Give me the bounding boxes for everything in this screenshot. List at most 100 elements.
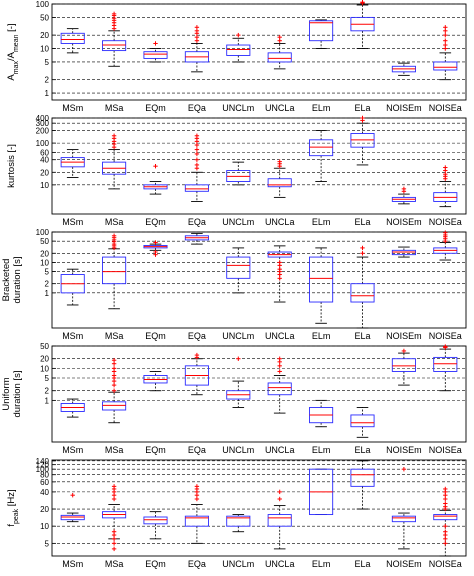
box-NOISEm bbox=[391, 246, 416, 258]
box-UNCLm bbox=[226, 356, 251, 408]
outlier-marker bbox=[360, 245, 365, 251]
y-tick-label: 2 bbox=[45, 280, 50, 289]
box-iqr bbox=[433, 356, 458, 372]
category-label: MSm bbox=[62, 445, 83, 455]
outlier-marker bbox=[443, 541, 448, 546]
box-NOISEa bbox=[433, 230, 458, 261]
box-iqr bbox=[143, 51, 168, 59]
y-tick-label: 20 bbox=[40, 249, 49, 258]
box-NOISEa bbox=[433, 344, 458, 392]
box-MSa bbox=[102, 233, 127, 310]
outlier-marker bbox=[443, 32, 448, 38]
y-tick-label: 60 bbox=[40, 478, 49, 487]
y-tick-label: 20 bbox=[40, 355, 49, 364]
box-iqr bbox=[309, 256, 334, 303]
category-label: EQm bbox=[145, 445, 166, 455]
y-axis-label-line: duration [s] bbox=[12, 257, 23, 304]
outlier-marker bbox=[153, 163, 158, 169]
y-tick-label: 1 bbox=[45, 396, 50, 405]
category-label: UNCLm bbox=[222, 217, 254, 227]
category-label: ELm bbox=[312, 103, 331, 113]
panel-1: 1 2 5 10 20 50 100 Amax/Amean [-] MSm MSa EQm EQa UN… bbox=[6, 0, 467, 113]
category-label: ELa bbox=[354, 559, 370, 569]
box-MSm bbox=[60, 149, 85, 178]
plot-frame bbox=[51, 345, 467, 443]
outlier-marker bbox=[360, 115, 365, 121]
category-label: UNCLm bbox=[222, 103, 254, 113]
y-tick-label: 100 bbox=[36, 228, 50, 237]
box-iqr bbox=[391, 358, 416, 372]
box-iqr bbox=[350, 414, 375, 428]
y-tick-label: 100 bbox=[36, 139, 50, 148]
category-label: ELm bbox=[312, 331, 331, 341]
box-iqr bbox=[267, 52, 292, 63]
outlier-marker bbox=[443, 25, 448, 30]
y-axis-label-part: f bbox=[6, 524, 17, 527]
category-label: EQm bbox=[145, 217, 166, 227]
category-label: NOISEa bbox=[429, 103, 462, 113]
category-label: NOISEa bbox=[429, 331, 462, 341]
outlier-marker bbox=[277, 266, 282, 272]
outlier-marker bbox=[443, 486, 448, 492]
category-label: UNCLa bbox=[265, 559, 295, 569]
y-tick-label: 20 bbox=[40, 31, 49, 40]
category-label: ELa bbox=[354, 217, 370, 227]
box-EQm bbox=[143, 371, 168, 392]
outlier-marker bbox=[277, 276, 282, 281]
outlier-marker bbox=[111, 373, 117, 378]
category-label: MSa bbox=[105, 217, 124, 227]
outlier-marker bbox=[111, 496, 117, 502]
y-tick-label: 100 bbox=[36, 465, 50, 474]
box-NOISEa bbox=[433, 25, 458, 81]
outlier-marker bbox=[401, 348, 407, 354]
y-axis-label-line: Bracketed bbox=[1, 259, 12, 302]
box-iqr bbox=[143, 516, 168, 525]
box-iqr bbox=[184, 184, 209, 192]
y-tick-label: 10 bbox=[40, 45, 49, 54]
y-tick-label: 80 bbox=[40, 471, 49, 480]
y-tick-label: 10 bbox=[40, 364, 49, 373]
outlier-marker bbox=[194, 484, 200, 489]
outlier-marker bbox=[360, 0, 365, 5]
category-label: MSa bbox=[105, 103, 124, 113]
outlier-marker bbox=[401, 466, 407, 472]
box-iqr bbox=[102, 256, 127, 285]
box-NOISEa bbox=[433, 165, 458, 208]
box-UNCLa bbox=[267, 489, 292, 550]
outlier-marker bbox=[111, 133, 117, 138]
category-label: UNCLm bbox=[222, 445, 254, 455]
category-label: EQm bbox=[145, 103, 166, 113]
outlier-marker bbox=[111, 484, 117, 489]
category-label: EQa bbox=[188, 103, 206, 113]
y-tick-label: 50 bbox=[40, 342, 49, 351]
box-EQa bbox=[184, 484, 209, 544]
category-label: NOISEm bbox=[386, 217, 422, 227]
y-tick-label: 50 bbox=[40, 237, 49, 246]
box-iqr bbox=[267, 382, 292, 396]
plot-frame bbox=[51, 459, 467, 557]
y-tick-label: 2 bbox=[45, 76, 50, 85]
box-ELm bbox=[309, 130, 334, 182]
y-tick-label: 1 bbox=[45, 89, 50, 98]
y-axis-label: Amax/Amean [-] bbox=[6, 23, 20, 80]
y-tick-label: 60 bbox=[40, 148, 49, 157]
box-UNCLm bbox=[226, 161, 251, 186]
box-iqr bbox=[309, 20, 334, 42]
box-iqr bbox=[60, 32, 85, 44]
box-UNCLa bbox=[267, 356, 292, 414]
y-axis-label: kurtosis [-] bbox=[6, 144, 17, 188]
box-EQm bbox=[143, 511, 168, 540]
y-tick-label: 100 bbox=[36, 0, 50, 9]
outlier-marker bbox=[111, 233, 117, 239]
outlier-marker bbox=[194, 157, 200, 162]
outlier-marker bbox=[111, 382, 117, 388]
box-iqr bbox=[433, 514, 458, 521]
y-tick-label: 300 bbox=[36, 119, 50, 128]
box-ELm bbox=[309, 399, 334, 428]
outlier-marker bbox=[443, 496, 448, 502]
box-ELa bbox=[350, 0, 375, 49]
box-iqr bbox=[267, 178, 292, 188]
y-axis-label-subscript: mean bbox=[13, 34, 20, 52]
